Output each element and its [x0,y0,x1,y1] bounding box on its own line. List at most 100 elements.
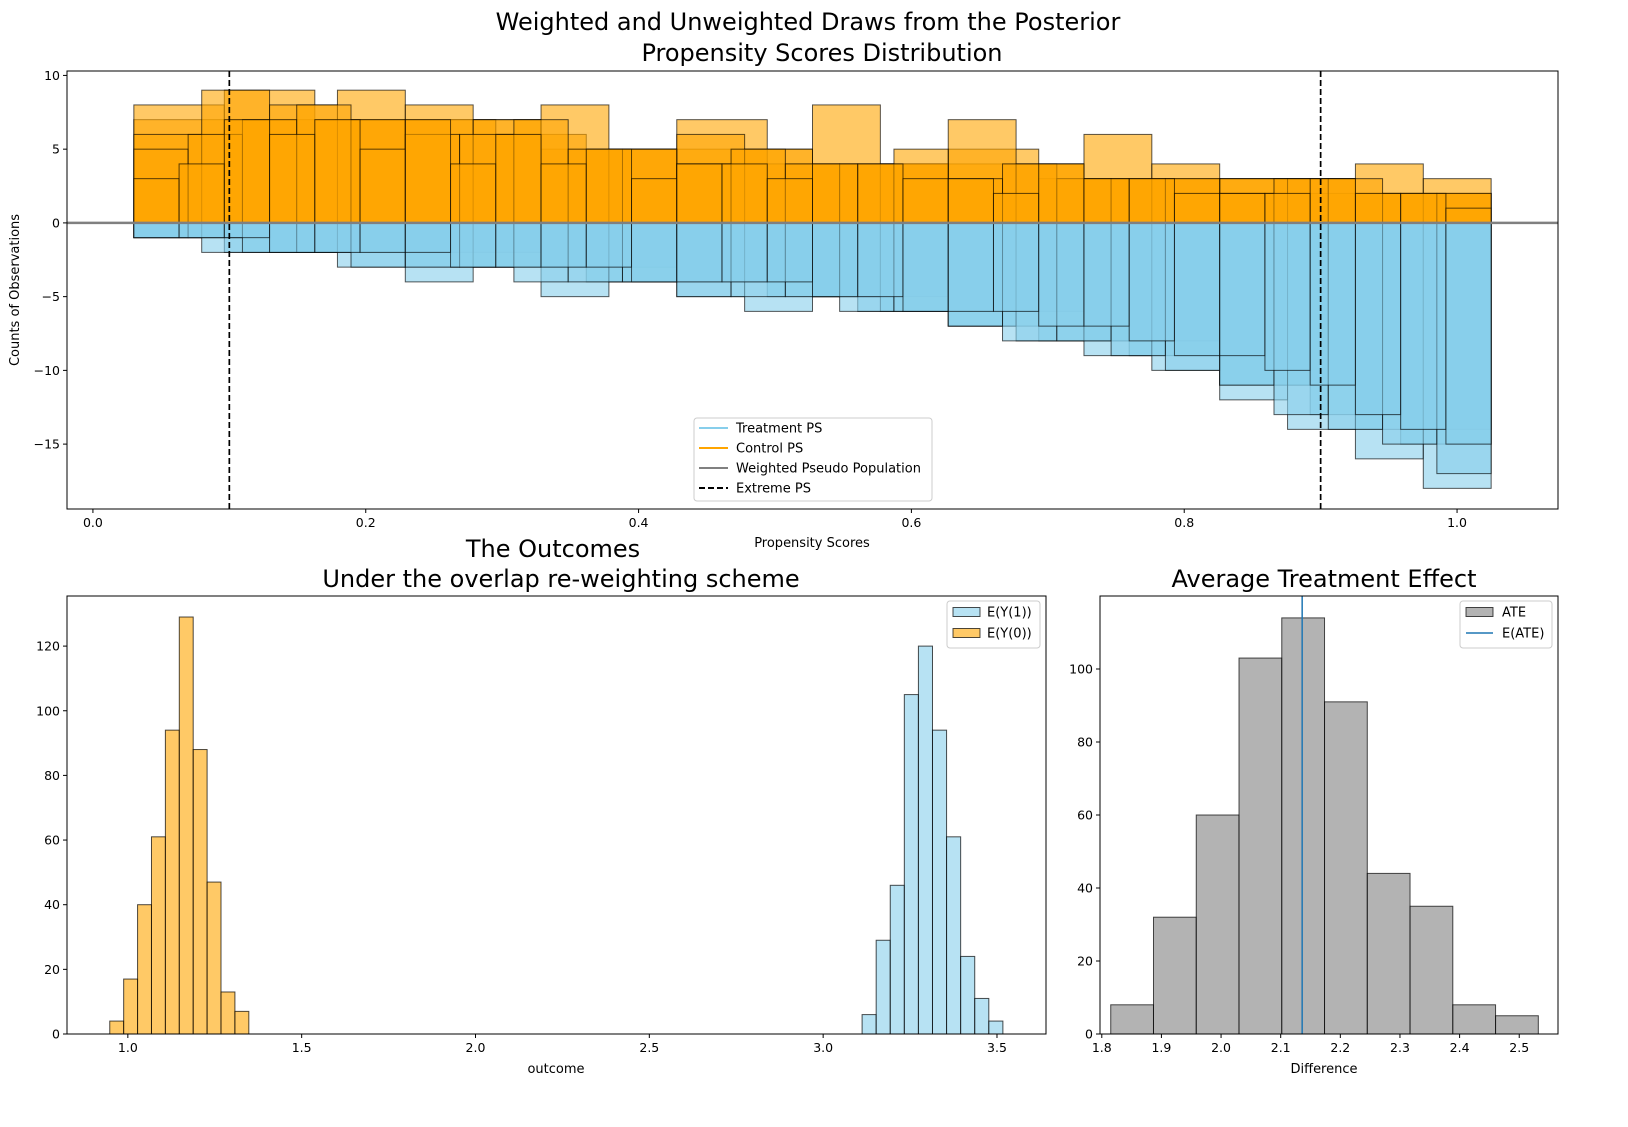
outcomes-legend-swatch [952,628,981,638]
control-ps-bar [450,163,497,224]
control-ps-bar [540,163,587,224]
ate-x-axis-label: Difference [1290,1062,1357,1077]
treatment-ps-bar [1128,222,1175,342]
control-ps-bar [359,148,406,224]
treatment-ps-bar [947,222,994,312]
ate-x-tick-label: 1.9 [1151,1040,1171,1055]
ps-legend-label: Weighted Pseudo Population [736,462,921,477]
ey0-bar [109,1020,125,1035]
ps-ticks: 0.0 0.2 0.4 0.6 0.8 1.0 −15 −10 −5 0 5 10 [34,68,1467,530]
control-ps-bar [404,119,452,224]
treatment-ps-bar [1264,222,1311,371]
treatment-ps-bar [631,222,678,283]
ey0-bar [192,749,208,1035]
outcomes-x-tick-label: 1.5 [292,1040,312,1055]
ps-y-tick-label: −5 [42,289,60,304]
treatment-ps-bar [585,222,633,268]
ey1-bar [960,955,976,1035]
outcomes-legend: E(Y(1)) E(Y(0)) [946,600,1041,649]
treatment-ps-bar [223,222,271,239]
ey0-bar [164,729,180,1035]
outcomes-y-tick-label: 0 [52,1027,60,1042]
outcomes-x-axis-label: outcome [527,1062,584,1077]
treatment-ps-bar [133,222,180,239]
ate-y-tick-label: 80 [1077,735,1093,750]
ps-legend-label: Treatment PS [735,422,822,437]
treatment-ps-bar [1038,222,1085,327]
outcomes-legend-label: E(Y(1)) [987,606,1032,621]
control-ps-bar [721,163,768,224]
treatment-ps-bar [902,222,949,312]
ey1-bar [974,997,990,1035]
ate-x-tick-label: 2.0 [1211,1040,1231,1055]
treatment-ps-bar [766,222,813,283]
outcomes-x-tick-label: 1.0 [118,1040,138,1055]
treatment-ps-bar [540,222,587,268]
outcomes-y-tick-label: 100 [36,703,60,718]
control-ps-bar [178,163,225,224]
ps-legend-label: Control PS [736,442,803,457]
ps-x-tick-label: 0.4 [629,515,649,530]
ps-axes-frame [66,70,1559,510]
ps-y-tick-label: 10 [44,68,60,83]
outcomes-y-tick-label: 20 [44,962,60,977]
treatment-ps-bar [1445,222,1492,445]
ate-bar [1409,905,1454,1035]
control-ps-bar [1354,192,1402,224]
ey1-bar [931,729,948,1035]
ate-bar [1324,701,1368,1035]
control-ps-bar [1219,192,1266,224]
control-ps-bar [1128,178,1175,224]
ate-x-tick-label: 2.2 [1330,1040,1350,1055]
ps-x-tick-label: 0.6 [901,515,921,530]
ate-x-tick-label: 2.4 [1450,1040,1470,1055]
ey0-bar [234,1010,250,1035]
control-ps-bar [902,178,949,224]
ate-y-tick-label: 20 [1077,954,1093,969]
ey1-bar [946,836,962,1035]
treatment-ps-bar [812,222,859,298]
ate-x-tick-label: 2.5 [1509,1040,1529,1055]
ey0-bar [123,978,139,1035]
ey1-bar [861,1014,877,1035]
control-ps-bar [1083,178,1130,224]
ate-y-tick-label: 100 [1069,662,1093,677]
ey1-bar [988,1020,1004,1035]
ate-legend-swatch [1465,607,1494,617]
treatment-ps-bar [314,222,361,253]
outcomes-y-tick-label: 60 [44,833,60,848]
control-ps-bar [766,178,813,224]
control-ps-bar [812,163,859,224]
control-ps-bar [1264,192,1311,224]
ps-x-axis-label: Propensity Scores [754,536,870,551]
ey0-bar [220,991,236,1035]
ps-y-tick-label: 0 [52,215,60,230]
control-ps-bar [1309,178,1356,224]
treatment-ps-bar [495,222,542,268]
control-ps-bar [1445,207,1492,224]
ate-y-tick-label: 40 [1077,881,1093,896]
control-ps-bar [314,119,361,224]
ey0-bar [137,904,152,1035]
outcomes-title-line1: The Outcomes [465,535,640,563]
outcomes-y-tick-label: 40 [44,897,60,912]
ate-title: Average Treatment Effect [1171,565,1476,593]
ey1-bar [875,939,891,1035]
ey1-bar [889,884,905,1035]
ey1-bar [917,645,933,1035]
treatment-ps-bar [178,222,225,239]
ate-x-tick-label: 2.3 [1390,1040,1410,1055]
control-ps-bar [992,192,1040,224]
outcomes-axes-frame [66,595,1047,1035]
outcomes-x-tick-label: 3.0 [813,1040,833,1055]
ps-legend-box [693,417,933,502]
ps-x-tick-label: 0.8 [1174,515,1194,530]
outcomes-legend-swatch [952,607,981,617]
control-ps-bar [269,133,316,224]
treatment-ps-bar [269,222,316,253]
treatment-ps-bar [1400,222,1447,430]
control-ps-bar [133,178,180,224]
outcomes-y-tick-label: 80 [44,768,60,783]
treatment-ps-bar [857,222,904,298]
